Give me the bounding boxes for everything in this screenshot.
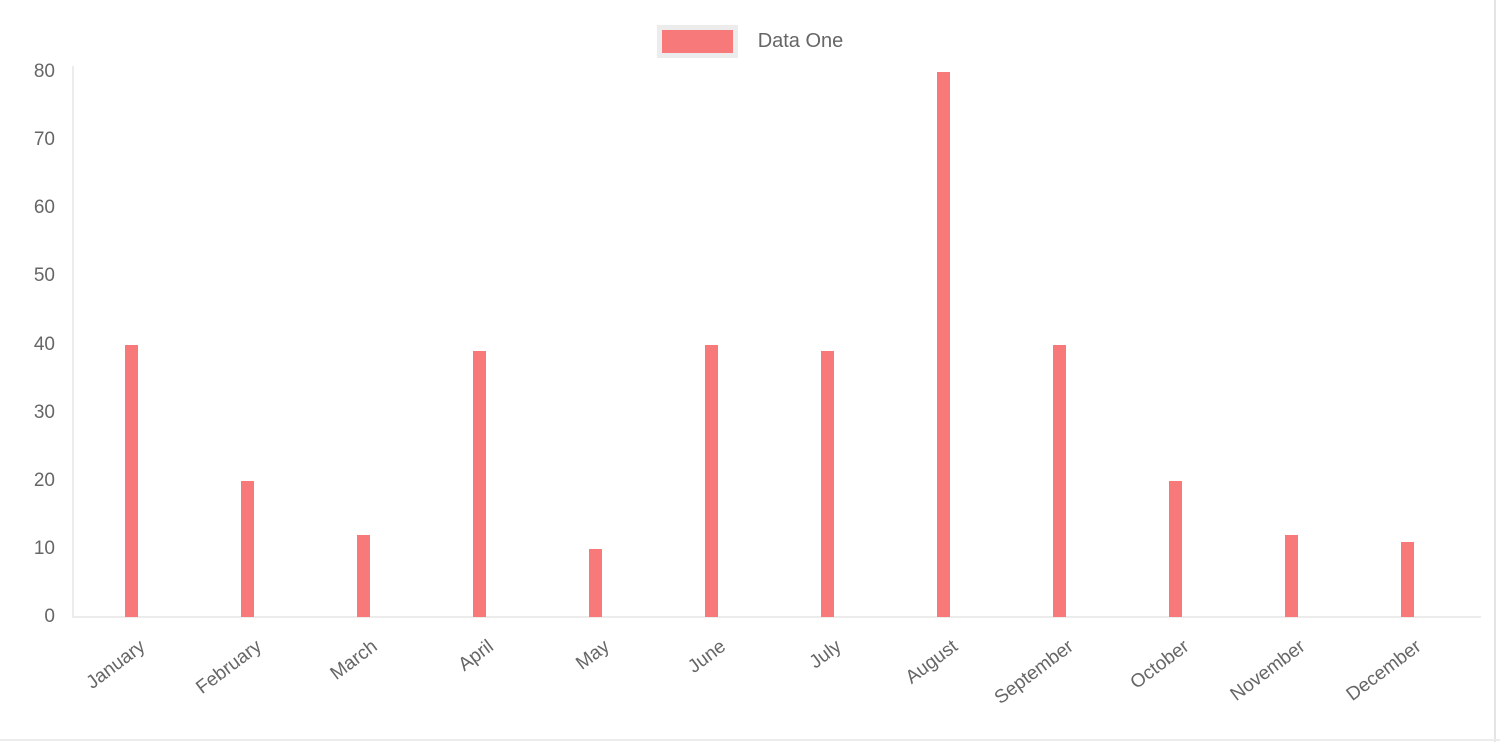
bar-march[interactable] xyxy=(356,535,370,617)
legend-label: Data One xyxy=(757,30,844,52)
x-axis-label-may: May xyxy=(572,636,614,675)
bar-may[interactable] xyxy=(588,548,602,617)
x-axis-label-august: August xyxy=(901,636,962,689)
x-axis-label-january: January xyxy=(83,636,150,694)
x-axis-label-july: July xyxy=(806,636,846,674)
y-axis-tick-30: 30 xyxy=(33,401,55,423)
bar-december[interactable] xyxy=(1400,542,1414,617)
legend-item-data-one[interactable]: Data One xyxy=(656,25,844,58)
x-axis-label-december: December xyxy=(1342,636,1426,706)
chart-legend: Data One xyxy=(0,25,1500,58)
bar-june[interactable] xyxy=(704,344,718,617)
x-axis-line xyxy=(72,616,1481,618)
bar-october[interactable] xyxy=(1168,480,1182,617)
x-axis-label-october: October xyxy=(1127,636,1194,694)
legend-swatch xyxy=(656,25,738,58)
x-axis-label-september: September xyxy=(990,636,1078,709)
x-axis-label-february: February xyxy=(192,636,266,699)
y-axis-line xyxy=(72,66,74,617)
y-axis-tick-60: 60 xyxy=(33,197,55,219)
y-axis-tick-70: 70 xyxy=(33,129,55,151)
bar-january[interactable] xyxy=(124,344,138,617)
y-axis-tick-20: 20 xyxy=(33,469,55,491)
bar-august[interactable] xyxy=(936,72,950,617)
y-axis-tick-10: 10 xyxy=(33,537,55,559)
bar-april[interactable] xyxy=(472,351,486,617)
canvas-bottom-border xyxy=(0,739,1500,741)
bar-february[interactable] xyxy=(240,480,254,617)
x-axis-label-november: November xyxy=(1226,636,1310,706)
bar-november[interactable] xyxy=(1284,535,1298,617)
y-axis-tick-40: 40 xyxy=(33,333,55,355)
x-axis-label-april: April xyxy=(454,636,498,676)
canvas-right-border xyxy=(1494,0,1496,742)
bar-july[interactable] xyxy=(820,351,834,617)
y-axis-tick-0: 0 xyxy=(44,606,55,627)
x-axis-label-march: March xyxy=(326,636,382,685)
x-axis-label-june: June xyxy=(684,636,730,678)
bar-september[interactable] xyxy=(1052,344,1066,617)
y-axis-tick-50: 50 xyxy=(33,265,55,287)
y-axis-tick-80: 80 xyxy=(33,61,55,82)
